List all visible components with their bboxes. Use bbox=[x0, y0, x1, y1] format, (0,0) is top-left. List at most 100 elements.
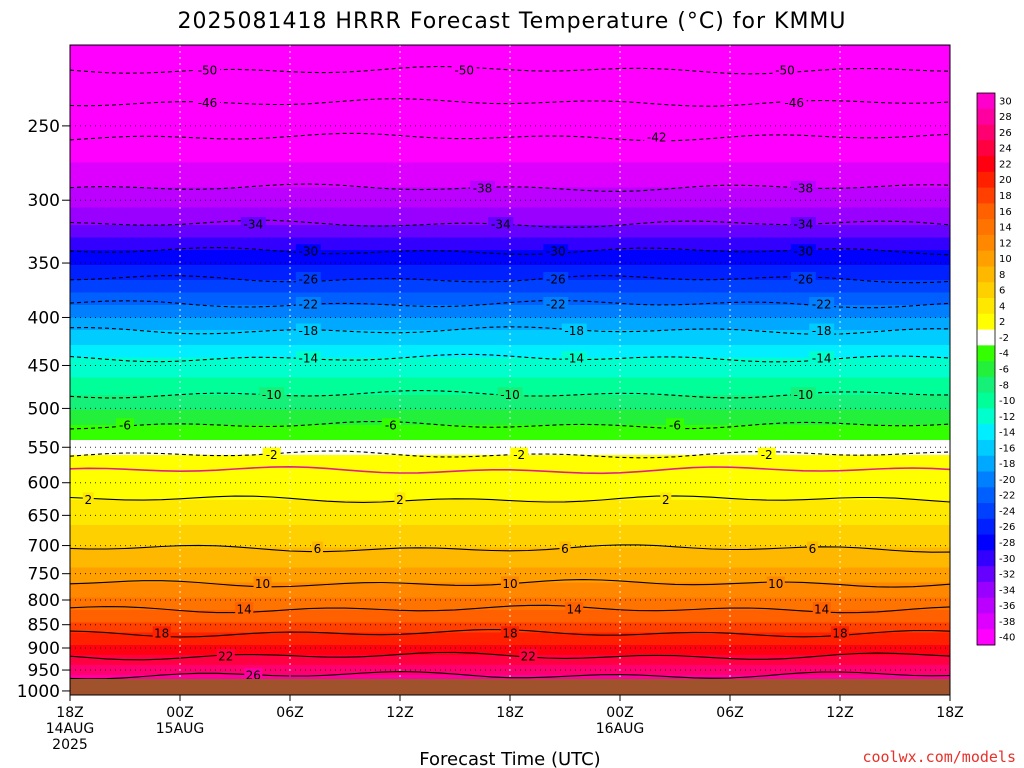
colorbar-swatch bbox=[977, 534, 995, 551]
temperature-band bbox=[70, 377, 950, 381]
isotherm-label: -50 bbox=[198, 64, 218, 78]
temperature-band bbox=[70, 657, 950, 661]
colorbar-swatch bbox=[977, 503, 995, 520]
colorbar-label: -36 bbox=[999, 601, 1015, 612]
temperature-band bbox=[70, 340, 950, 344]
temperature-band bbox=[70, 177, 950, 181]
temperature-band bbox=[70, 420, 950, 424]
colorbar-label: -8 bbox=[999, 380, 1009, 391]
temperature-band bbox=[70, 322, 950, 326]
temperature-band bbox=[70, 565, 950, 569]
temperature-band bbox=[70, 60, 950, 64]
temperature-band bbox=[70, 305, 950, 309]
isotherm-label-bg bbox=[501, 576, 519, 590]
temperature-band bbox=[70, 202, 950, 206]
temperature-band bbox=[70, 282, 950, 286]
colorbar-swatch bbox=[977, 298, 995, 315]
temperature-band bbox=[70, 47, 950, 51]
x-tick-label: 18Z bbox=[496, 705, 523, 721]
isotherm-label: -26 bbox=[298, 273, 318, 287]
isotherm-label: -10 bbox=[500, 388, 520, 402]
colorbar-label: 12 bbox=[999, 238, 1012, 249]
x-tick-label: 16AUG bbox=[596, 721, 645, 737]
isotherm-label: -2 bbox=[513, 448, 525, 462]
isotherm-label: -42 bbox=[647, 131, 667, 145]
colorbar-swatch bbox=[977, 518, 995, 535]
isotherm-label: -18 bbox=[298, 324, 318, 338]
temperature-band bbox=[70, 262, 950, 266]
temperature-band bbox=[70, 232, 950, 236]
isotherm-label: -14 bbox=[564, 352, 584, 366]
x-tick-label: 12Z bbox=[826, 705, 853, 721]
isotherm-label: -34 bbox=[243, 218, 263, 232]
temperature-band bbox=[70, 515, 950, 519]
x-tick-label: 18Z bbox=[936, 705, 963, 721]
temperature-band bbox=[70, 125, 950, 129]
isotherm-label: -6 bbox=[119, 419, 131, 433]
temperature-band bbox=[70, 57, 950, 61]
isotherm-label: -50 bbox=[454, 64, 474, 78]
colorbar-label: 6 bbox=[999, 286, 1005, 297]
isotherm-line bbox=[70, 544, 950, 553]
temperature-band bbox=[70, 100, 950, 104]
temperature-band bbox=[70, 450, 950, 454]
temperature-band bbox=[70, 325, 950, 329]
isotherm-label: 6 bbox=[561, 542, 569, 556]
credit-link[interactable]: coolwx.com/models bbox=[862, 748, 1016, 766]
isotherm-label-bg bbox=[510, 447, 529, 461]
x-tick-label: 00Z bbox=[606, 705, 633, 721]
temperature-band bbox=[70, 595, 950, 599]
colorbar-swatch bbox=[977, 156, 995, 173]
isotherm-label-bg bbox=[116, 418, 134, 432]
isotherm-line bbox=[70, 465, 950, 475]
isotherm-label: -22 bbox=[812, 298, 832, 312]
isotherm-label-bg bbox=[82, 492, 94, 506]
temperature-band bbox=[70, 492, 950, 496]
isotherm-label: 22 bbox=[521, 650, 536, 664]
colorbar-swatch bbox=[977, 629, 995, 646]
temperature-band bbox=[70, 270, 950, 274]
temperature-band bbox=[70, 475, 950, 479]
temperature-band bbox=[70, 335, 950, 339]
isotherm-label-bg bbox=[312, 541, 323, 555]
temperature-band bbox=[70, 287, 950, 291]
temperature-band bbox=[70, 385, 950, 389]
temperature-band bbox=[70, 417, 950, 421]
colorbar-swatch bbox=[977, 439, 995, 457]
temperature-band bbox=[70, 622, 950, 626]
temperature-band bbox=[70, 612, 950, 616]
isotherm-label-bg bbox=[295, 297, 321, 310]
isotherm-label-bg bbox=[561, 351, 587, 365]
colorbar-swatch bbox=[977, 361, 995, 378]
temperature-band bbox=[70, 72, 950, 76]
isotherm-label-bg bbox=[790, 244, 816, 258]
temperature-band bbox=[70, 402, 950, 406]
temperature-band bbox=[70, 280, 950, 284]
temperature-band bbox=[70, 545, 950, 549]
isotherm-label: 2 bbox=[396, 493, 404, 507]
temperature-band bbox=[70, 297, 950, 301]
isotherm-label: -14 bbox=[298, 352, 318, 366]
isotherm-line bbox=[70, 651, 950, 661]
isotherm-label: -26 bbox=[546, 273, 566, 287]
temperature-band bbox=[70, 660, 950, 664]
isotherm-label-bg bbox=[559, 541, 571, 555]
isotherm-label-bg bbox=[809, 323, 835, 337]
temperature-band bbox=[70, 672, 950, 676]
colorbar-swatch bbox=[977, 219, 995, 236]
temperature-band bbox=[70, 347, 950, 351]
isotherm-label: -22 bbox=[546, 298, 566, 312]
colorbar-label: 4 bbox=[999, 301, 1005, 312]
isotherm-label-bg bbox=[295, 351, 321, 365]
temperature-band bbox=[70, 185, 950, 189]
isotherm-label-bg bbox=[644, 130, 670, 144]
y-tick-label: 450 bbox=[28, 357, 60, 377]
temperature-band bbox=[70, 65, 950, 69]
isotherm-label-bg bbox=[812, 602, 831, 616]
isotherm-label: -10 bbox=[793, 388, 813, 402]
temperature-band bbox=[70, 102, 950, 106]
isotherm-label-bg bbox=[543, 297, 569, 310]
temperature-band bbox=[70, 357, 950, 361]
temperature-band bbox=[70, 145, 950, 149]
